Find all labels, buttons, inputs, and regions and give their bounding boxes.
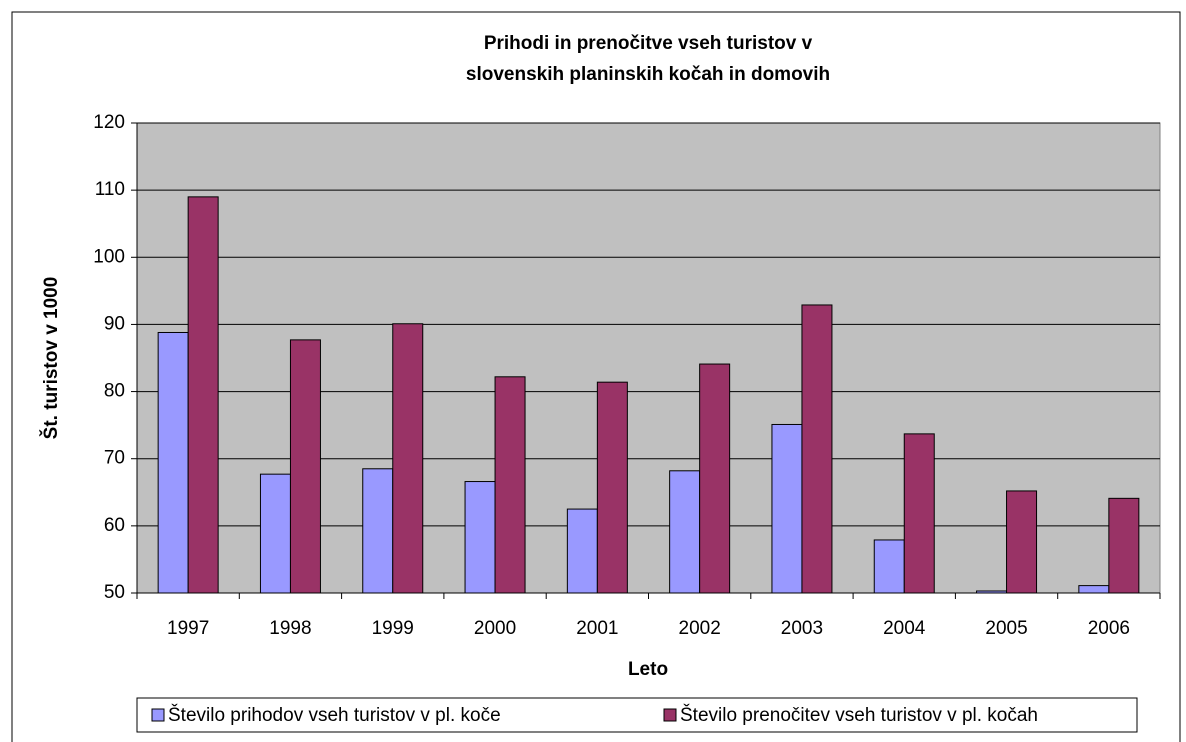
y-tick-label: 60 [104,515,125,536]
legend-swatch [663,708,677,722]
x-tick-label: 2005 [985,618,1027,639]
bar [1108,497,1140,594]
y-tick-label: 110 [95,179,125,200]
x-tick-label: 1998 [269,618,311,639]
bar [362,468,394,594]
bar [464,481,496,594]
bar [289,339,321,594]
legend-label: Število prihodov vseh turistov v pl. koč… [168,704,501,726]
bar [494,376,526,594]
x-tick-label: 2006 [1088,618,1130,639]
bar [801,304,833,594]
chart-title: Prihodi in prenočitve vseh turistov v [484,33,813,54]
bar [771,423,803,594]
x-tick-label: 1997 [167,618,209,639]
x-tick-label: 2003 [781,618,823,639]
chart-title: slovenskih planinskih kočah in domovih [466,64,830,85]
bar [392,323,424,594]
y-tick-label: 70 [104,448,125,469]
x-tick-label: 2000 [474,618,516,639]
bar [187,196,219,594]
bar [157,331,189,594]
bar [596,381,628,594]
y-tick-label: 100 [93,246,125,267]
y-tick-label: 120 [93,112,125,133]
bar [259,473,291,594]
legend-label: Število prenočitev vseh turistov v pl. k… [680,704,1038,726]
bar [873,539,905,594]
y-axis-label: Št. turistov v 1000 [40,277,62,440]
bar [1078,585,1110,594]
y-tick-label: 90 [104,313,125,334]
bar [699,363,731,594]
legend-swatch [151,708,165,722]
x-tick-label: 1999 [372,618,414,639]
x-tick-label: 2004 [883,618,926,639]
x-tick-label: 2001 [576,618,618,639]
bar [669,470,701,594]
bar [903,433,935,594]
y-tick-label: 50 [104,582,125,603]
bar [566,508,598,594]
y-tick-label: 80 [104,381,125,402]
legend-box [136,697,1138,733]
x-axis-label: Leto [628,659,668,680]
bar [1006,490,1038,594]
x-tick-label: 2002 [679,618,721,639]
